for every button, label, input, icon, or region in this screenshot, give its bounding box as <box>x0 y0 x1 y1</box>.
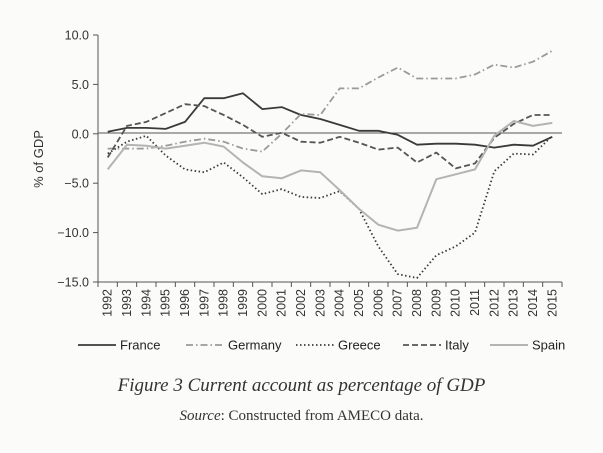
legend-label-germany: Germany <box>228 338 282 353</box>
source-text: : Constructed from AMECO data. <box>220 408 424 424</box>
x-tick-label: 1998 <box>217 289 231 317</box>
y-ticks: 10.0 5.0 0.0 −5.0 −10.0 −15.0 <box>57 29 98 290</box>
x-tick-label: 1999 <box>236 289 250 317</box>
source-label: Source <box>179 408 221 424</box>
legend-label-greece: Greece <box>338 338 381 353</box>
x-tick-label: 1992 <box>101 289 115 317</box>
figure-source: Source: Constructed from AMECO data. <box>0 408 603 425</box>
legend-label-spain: Spain <box>532 338 565 353</box>
x-tick-label: 2005 <box>352 289 366 317</box>
x-tick-label: 2004 <box>333 289 347 317</box>
series-line-germany <box>107 50 553 153</box>
x-tick-label: 2009 <box>429 289 443 317</box>
x-tick-label: 2014 <box>526 289 540 317</box>
current-account-chart: 10.05.00.0−5.0−10.0−15.0 1992 1993 1994 199… <box>31 29 565 353</box>
x-ticks: 1992 1993 1994 1995 1996 1997 1998 1999 2000 2001… <box>97 282 563 317</box>
x-tick-label: 2012 <box>487 289 501 317</box>
series-line-greece <box>107 134 553 279</box>
x-tick-label: 2001 <box>275 289 289 317</box>
y-axis-label: % of GDP <box>31 130 46 188</box>
x-tick-label: 2000 <box>255 289 269 317</box>
x-tick-label: 2007 <box>391 289 405 317</box>
legend-label-france: France <box>120 338 160 353</box>
x-tick-label: 1997 <box>197 289 211 317</box>
x-tick-label: 1994 <box>139 289 153 317</box>
x-tick-label: 2002 <box>294 289 308 317</box>
x-tick-label: 2010 <box>449 289 463 317</box>
y-tick-label: 5.0 <box>72 78 89 92</box>
x-tick-label: 2006 <box>371 289 385 317</box>
x-tick-label: 2003 <box>313 289 327 317</box>
y-tick-label: 0.0 <box>72 127 89 141</box>
y-tick-label: −15.0 <box>57 276 89 290</box>
figure-caption: Figure 3 Current account as percentage o… <box>117 375 486 396</box>
x-tick-label: 1993 <box>120 289 134 317</box>
legend: France Germany Greece Italy Spain <box>78 338 565 353</box>
series-lines <box>106 50 553 279</box>
x-tick-label: 2015 <box>545 289 559 317</box>
x-tick-label: 1996 <box>178 289 192 317</box>
y-tick-label: −5.0 <box>64 177 89 191</box>
x-tick-label: 2011 <box>468 289 482 316</box>
series-line-france <box>107 92 553 149</box>
series-line-italy <box>106 103 553 170</box>
legend-label-italy: Italy <box>445 338 469 353</box>
x-tick-label: 2013 <box>507 289 521 317</box>
series-line-spain <box>106 120 553 232</box>
x-tick-label: 2008 <box>410 289 424 317</box>
x-tick-label: 1995 <box>159 289 173 317</box>
y-tick-label: 10.0 <box>65 29 89 43</box>
y-tick-label: −10.0 <box>57 226 89 240</box>
